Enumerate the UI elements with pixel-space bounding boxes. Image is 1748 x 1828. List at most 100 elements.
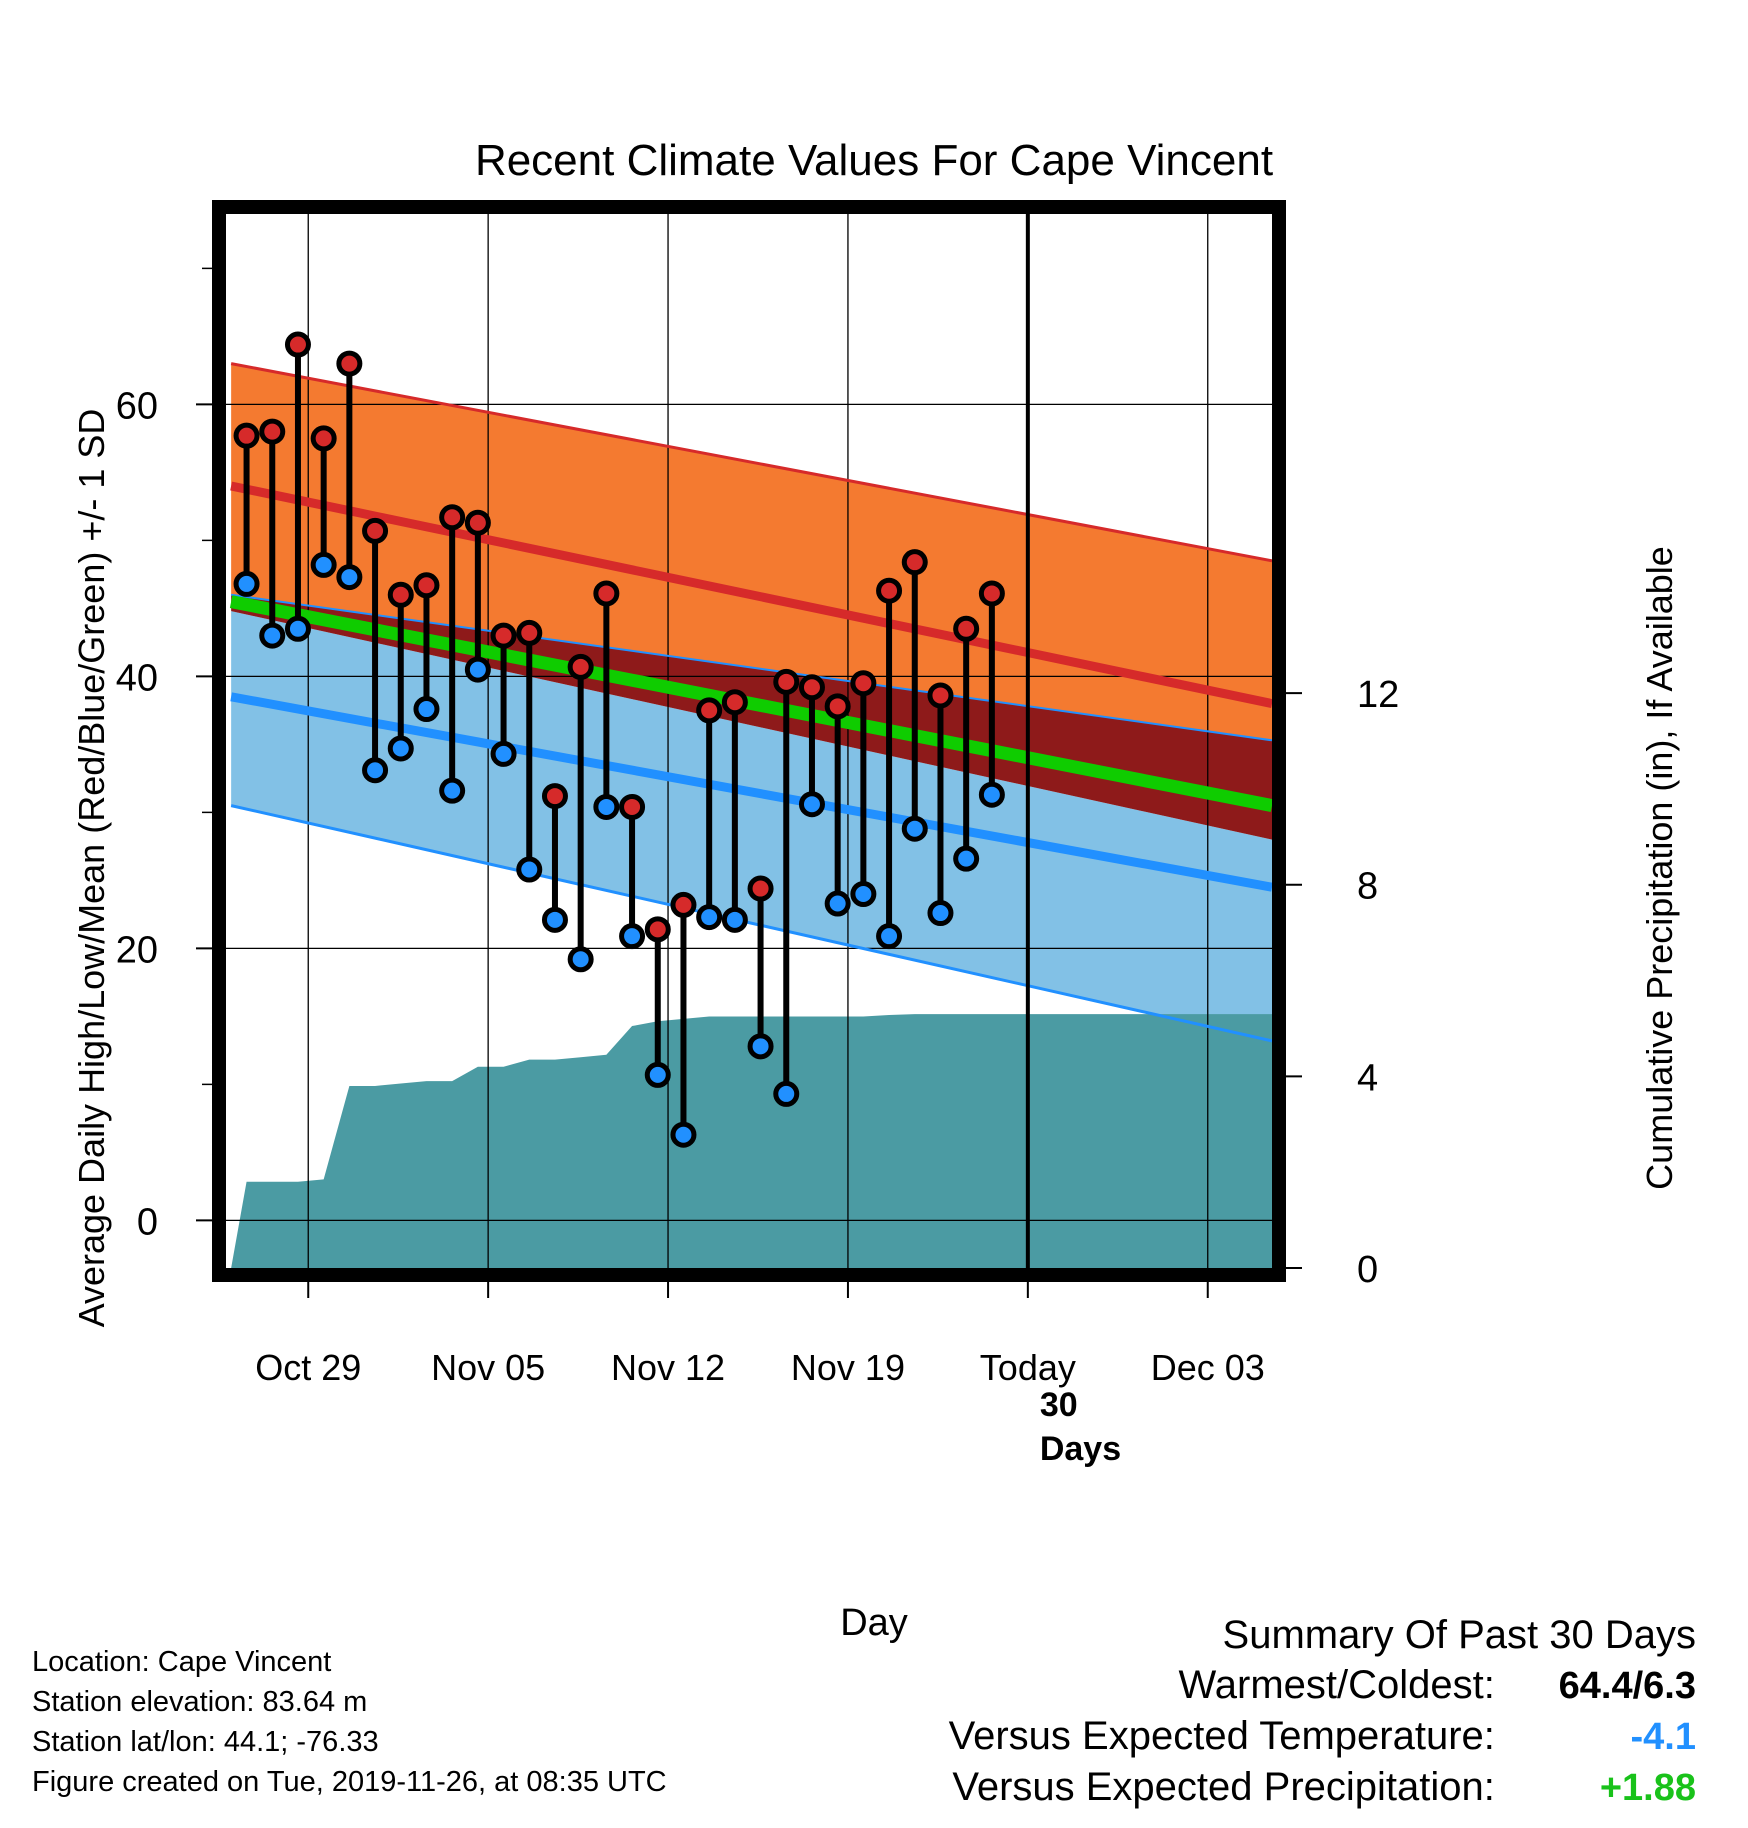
today-days-label: Days (1040, 1430, 1121, 1468)
y-tick-label: 40 (116, 657, 158, 699)
obs-high-point (541, 783, 568, 810)
obs-high-point (978, 580, 1005, 607)
obs-low-point (541, 906, 568, 933)
obs-high-point (310, 425, 337, 452)
obs-low-point (284, 615, 311, 642)
y2-tick-label: 4 (1357, 1057, 1378, 1099)
obs-high-point (773, 668, 800, 695)
obs-high-point (850, 670, 877, 697)
obs-high-point (567, 653, 594, 680)
obs-high-point (259, 418, 286, 445)
precip-area (231, 1014, 1273, 1268)
location-text: Location: Cape Vincent (32, 1646, 332, 1678)
mean-line (229, 595, 1274, 812)
obs-high-point (387, 581, 414, 608)
obs-low-point (336, 564, 363, 591)
obs-low-point (619, 923, 646, 950)
temperature-value: -4.1 (1630, 1716, 1696, 1758)
x-tick-label: Dec 03 (1151, 1347, 1265, 1388)
plot-frame (212, 200, 1286, 1282)
temperature-label: Versus Expected Temperature: (948, 1714, 1495, 1758)
station-info: Location: Cape Vincent Station elevation… (32, 1642, 667, 1802)
obs-low-point (567, 946, 594, 973)
obs-high-point (362, 517, 389, 544)
obs-low-point (670, 1121, 697, 1148)
obs-high-point (593, 580, 620, 607)
obs-high-point (901, 549, 928, 576)
obs-high-point (670, 891, 697, 918)
precipitation-label: Versus Expected Precipitation: (952, 1765, 1495, 1809)
obs-low-point (773, 1080, 800, 1107)
y-axis-label: Average Daily High/Low/Mean (Red/Blue/Gr… (71, 409, 112, 1328)
created-text: Figure created on Tue, 2019-11-26, at 08… (32, 1766, 667, 1798)
obs-high-point (953, 615, 980, 642)
obs-high-point (490, 622, 517, 649)
obs-low-point (798, 791, 825, 818)
obs-high-point (644, 916, 671, 943)
latlon-text: Station lat/lon: 44.1; -76.33 (32, 1726, 379, 1758)
obs-high-point (696, 697, 723, 724)
warmest-coldest-value: 64.4/6.3 (1558, 1665, 1696, 1707)
obs-high-point (619, 793, 646, 820)
summary-precipitation: Versus Expected Precipitation: +1.88 (949, 1762, 1696, 1813)
obs-high-point (798, 674, 825, 701)
elevation-text: Station elevation: 83.64 m (32, 1686, 368, 1718)
precipitation-value: +1.88 (1599, 1767, 1696, 1809)
obs-high-point (413, 572, 440, 599)
today-days-number: 30 (1040, 1386, 1078, 1424)
y-tick-label: 60 (116, 385, 158, 427)
obs-low-point (721, 906, 748, 933)
summary-panel: Summary Of Past 30 Days Warmest/Coldest:… (949, 1610, 1696, 1813)
obs-low-point (490, 740, 517, 767)
summary-temperature: Versus Expected Temperature: -4.1 (949, 1711, 1696, 1762)
obs-low-point (593, 793, 620, 820)
obs-low-point (516, 856, 543, 883)
obs-low-point (259, 622, 286, 649)
y2-axis-label: Cumulative Precipitation (in), If Availa… (1639, 546, 1680, 1190)
obs-low-point (927, 900, 954, 927)
summary-warmest-coldest: Warmest/Coldest: 64.4/6.3 (949, 1660, 1697, 1711)
y-tick-label: 20 (116, 929, 158, 971)
x-tick-label: Oct 29 (255, 1347, 361, 1388)
obs-high-point (927, 682, 954, 709)
obs-low-point (233, 570, 260, 597)
y2-tick-label: 8 (1357, 866, 1378, 908)
obs-low-point (850, 881, 877, 907)
obs-high-point (876, 577, 903, 604)
obs-low-point (824, 890, 851, 917)
chart-title: Recent Climate Values For Cape Vincent (475, 136, 1273, 185)
y2-tick-label: 12 (1357, 674, 1399, 716)
obs-low-point (387, 735, 414, 762)
obs-high-point (439, 504, 466, 531)
obs-low-point (876, 923, 903, 950)
obs-low-point (696, 904, 723, 931)
high-mean-line (230, 481, 1273, 709)
low-mean-line (230, 692, 1273, 892)
obs-low-point (953, 845, 980, 872)
y2-tick-label: 0 (1357, 1249, 1378, 1291)
obs-high-point (336, 350, 363, 377)
obs-high-point (721, 689, 748, 716)
obs-low-point (901, 815, 928, 842)
axes: 0 20 40 60 0 4 8 12 Oct 29 Nov 05 Nov 12 Nov 19 Toda… (116, 200, 1399, 1388)
obs-low-point (464, 656, 491, 683)
x-tick-label: Nov 19 (791, 1347, 905, 1388)
obs-low-point (747, 1033, 774, 1060)
obs-high-point (516, 619, 543, 646)
warmest-coldest-label: Warmest/Coldest: (1178, 1663, 1495, 1707)
x-tick-label: Today (980, 1347, 1076, 1388)
x-axis-label: Day (840, 1602, 908, 1644)
high-plus-sd-line (230, 362, 1273, 563)
x-tick-label: Nov 05 (431, 1347, 545, 1388)
obs-low-point (310, 551, 337, 578)
obs-low-point (362, 757, 389, 784)
obs-high-point (747, 875, 774, 902)
obs-high-point (233, 422, 260, 449)
x-tick-label: Nov 12 (611, 1347, 725, 1388)
obs-low-point (978, 781, 1005, 808)
obs-low-point (439, 777, 466, 804)
low-minus-sd-line (230, 804, 1273, 1043)
obs-low-point (644, 1061, 671, 1088)
plot-area: 30 Days (226, 214, 1274, 1468)
